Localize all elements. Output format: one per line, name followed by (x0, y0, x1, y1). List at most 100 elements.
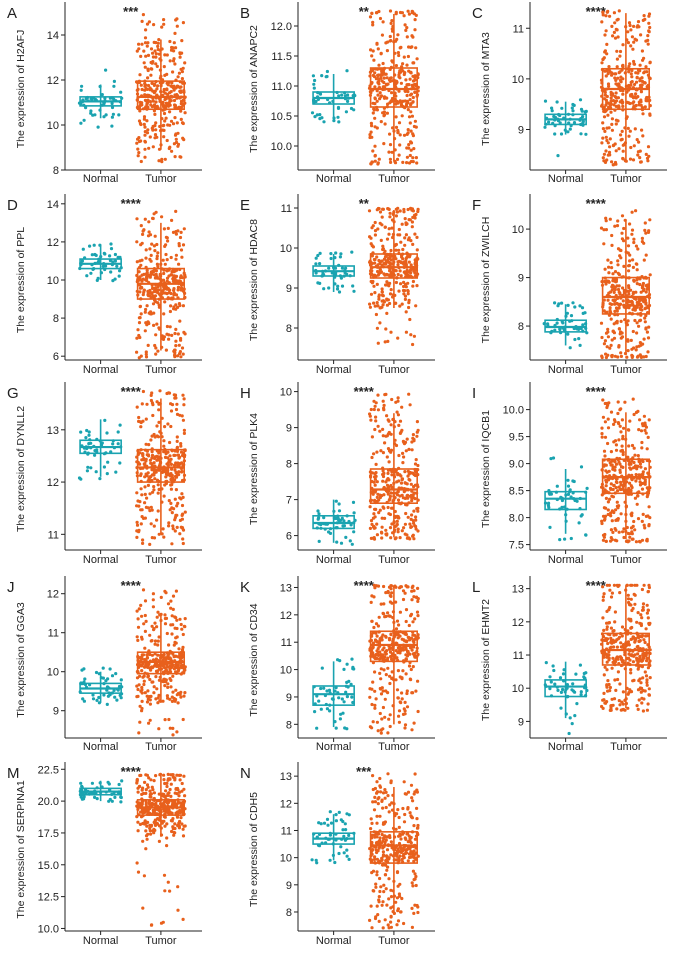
data-point (401, 669, 405, 673)
data-point (408, 98, 412, 102)
data-point (176, 75, 180, 79)
data-point (137, 119, 142, 123)
panel-label: I (472, 385, 476, 402)
data-point (183, 510, 187, 514)
data-point (142, 462, 146, 466)
data-point (628, 311, 632, 315)
data-point (403, 217, 407, 221)
data-point (163, 483, 167, 487)
data-point (408, 93, 413, 97)
data-point (547, 501, 551, 505)
data-point (393, 420, 397, 424)
data-point (381, 469, 385, 473)
data-point (548, 492, 552, 496)
data-point (338, 255, 342, 259)
data-point (144, 275, 149, 279)
data-point (85, 274, 89, 278)
data-point (119, 90, 123, 94)
data-point (143, 125, 147, 129)
data-point (135, 471, 139, 475)
data-point (624, 504, 629, 508)
data-point (149, 398, 153, 403)
data-point (173, 615, 177, 619)
x-tick-label-normal: Normal (548, 741, 583, 753)
data-point (135, 405, 139, 409)
data-point (148, 247, 152, 251)
data-point (149, 73, 153, 77)
data-point (396, 128, 400, 133)
data-point (370, 687, 374, 691)
data-point (638, 341, 643, 345)
data-point (642, 300, 646, 304)
data-point (566, 478, 570, 482)
data-point (636, 68, 641, 72)
data-point (177, 71, 181, 75)
data-point (384, 634, 388, 638)
data-point (605, 126, 609, 130)
data-point (404, 221, 408, 225)
data-point (154, 62, 158, 66)
data-point (636, 71, 640, 75)
data-point (169, 119, 174, 123)
data-point (137, 419, 141, 423)
data-point (83, 682, 88, 687)
data-point (136, 670, 140, 674)
data-point (404, 259, 408, 263)
data-point (111, 439, 115, 443)
panel-label: G (7, 385, 19, 402)
data-point (569, 536, 573, 541)
data-point (599, 321, 604, 325)
data-point (411, 665, 415, 669)
data-point (616, 400, 620, 404)
data-point (371, 23, 375, 27)
data-point (371, 245, 375, 249)
data-point (371, 149, 375, 153)
data-point (373, 706, 377, 710)
data-point (600, 355, 604, 360)
data-point (155, 275, 159, 279)
data-point (605, 660, 609, 664)
y-tick-label: 9 (518, 716, 524, 728)
data-point (352, 511, 356, 515)
y-tick-label: 8 (518, 321, 524, 333)
data-point (157, 451, 161, 455)
data-point (404, 78, 408, 82)
data-point (180, 492, 184, 496)
data-point (600, 103, 604, 107)
data-point (336, 284, 340, 288)
data-point (95, 437, 99, 441)
data-point (167, 717, 171, 722)
data-point (182, 473, 187, 477)
data-point (375, 522, 379, 526)
data-point (645, 611, 650, 615)
data-point (143, 599, 148, 603)
data-point (110, 115, 114, 119)
data-point (404, 608, 409, 612)
points-tumor (368, 392, 420, 541)
data-point (141, 389, 145, 394)
data-point (627, 532, 632, 536)
data-point (153, 234, 157, 238)
data-point (136, 293, 140, 297)
data-point (157, 159, 161, 163)
data-point (612, 143, 616, 147)
data-point (616, 313, 620, 317)
data-point (583, 110, 587, 114)
data-point (640, 128, 644, 132)
data-point (414, 515, 418, 519)
x-tick-label-normal: Normal (83, 173, 118, 185)
data-point (182, 102, 186, 106)
data-point (606, 327, 610, 331)
data-point (388, 681, 392, 686)
data-point (179, 288, 183, 292)
data-point (639, 303, 643, 307)
panel-label: A (7, 5, 17, 22)
data-point (148, 86, 152, 90)
data-point (575, 499, 579, 503)
data-point (386, 611, 390, 615)
data-point (403, 89, 407, 93)
data-point (182, 431, 186, 435)
data-point (162, 65, 166, 69)
data-point (160, 157, 164, 161)
